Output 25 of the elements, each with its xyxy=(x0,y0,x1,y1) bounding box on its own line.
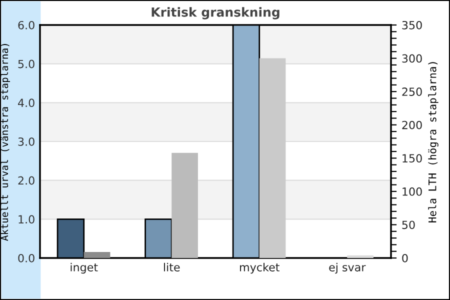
y2-tick-label: 200 xyxy=(402,120,422,130)
y2-tick-label: 250 xyxy=(402,88,422,96)
y-tick-label: 5.0 xyxy=(18,60,34,68)
y2-tick-label: 50 xyxy=(402,220,415,230)
y2-tick-label: 350 xyxy=(402,20,422,30)
y2-tick-label: 100 xyxy=(402,187,422,196)
y2-axis-title: Hela LTH (högra staplarna) xyxy=(428,62,438,222)
y2-tick-label: 0 xyxy=(402,254,408,262)
y-tick-label: 4.0 xyxy=(18,98,34,108)
y-tick-label: 0.0 xyxy=(18,254,34,262)
y2-tick-label: 300 xyxy=(402,54,422,63)
y2-tick-label: 150 xyxy=(402,154,422,163)
y-axis-title: Aktuellt urval (vänstra staplarna) xyxy=(0,44,10,241)
bar xyxy=(347,255,374,258)
y-tick-label: 2.0 xyxy=(18,176,34,185)
y-tick-label: 1.0 xyxy=(18,215,34,224)
chart-title: Kritisk granskning xyxy=(152,7,280,20)
x-tick-label: inget xyxy=(70,262,98,274)
x-tick-label: lite xyxy=(164,262,180,272)
y-tick-label: 6.0 xyxy=(18,20,34,30)
y-tick-label: 3.0 xyxy=(18,137,34,146)
x-tick-label: mycket xyxy=(240,262,280,274)
x-tick-label: ej svar xyxy=(329,262,366,274)
bar xyxy=(84,252,110,258)
bar xyxy=(172,152,198,258)
